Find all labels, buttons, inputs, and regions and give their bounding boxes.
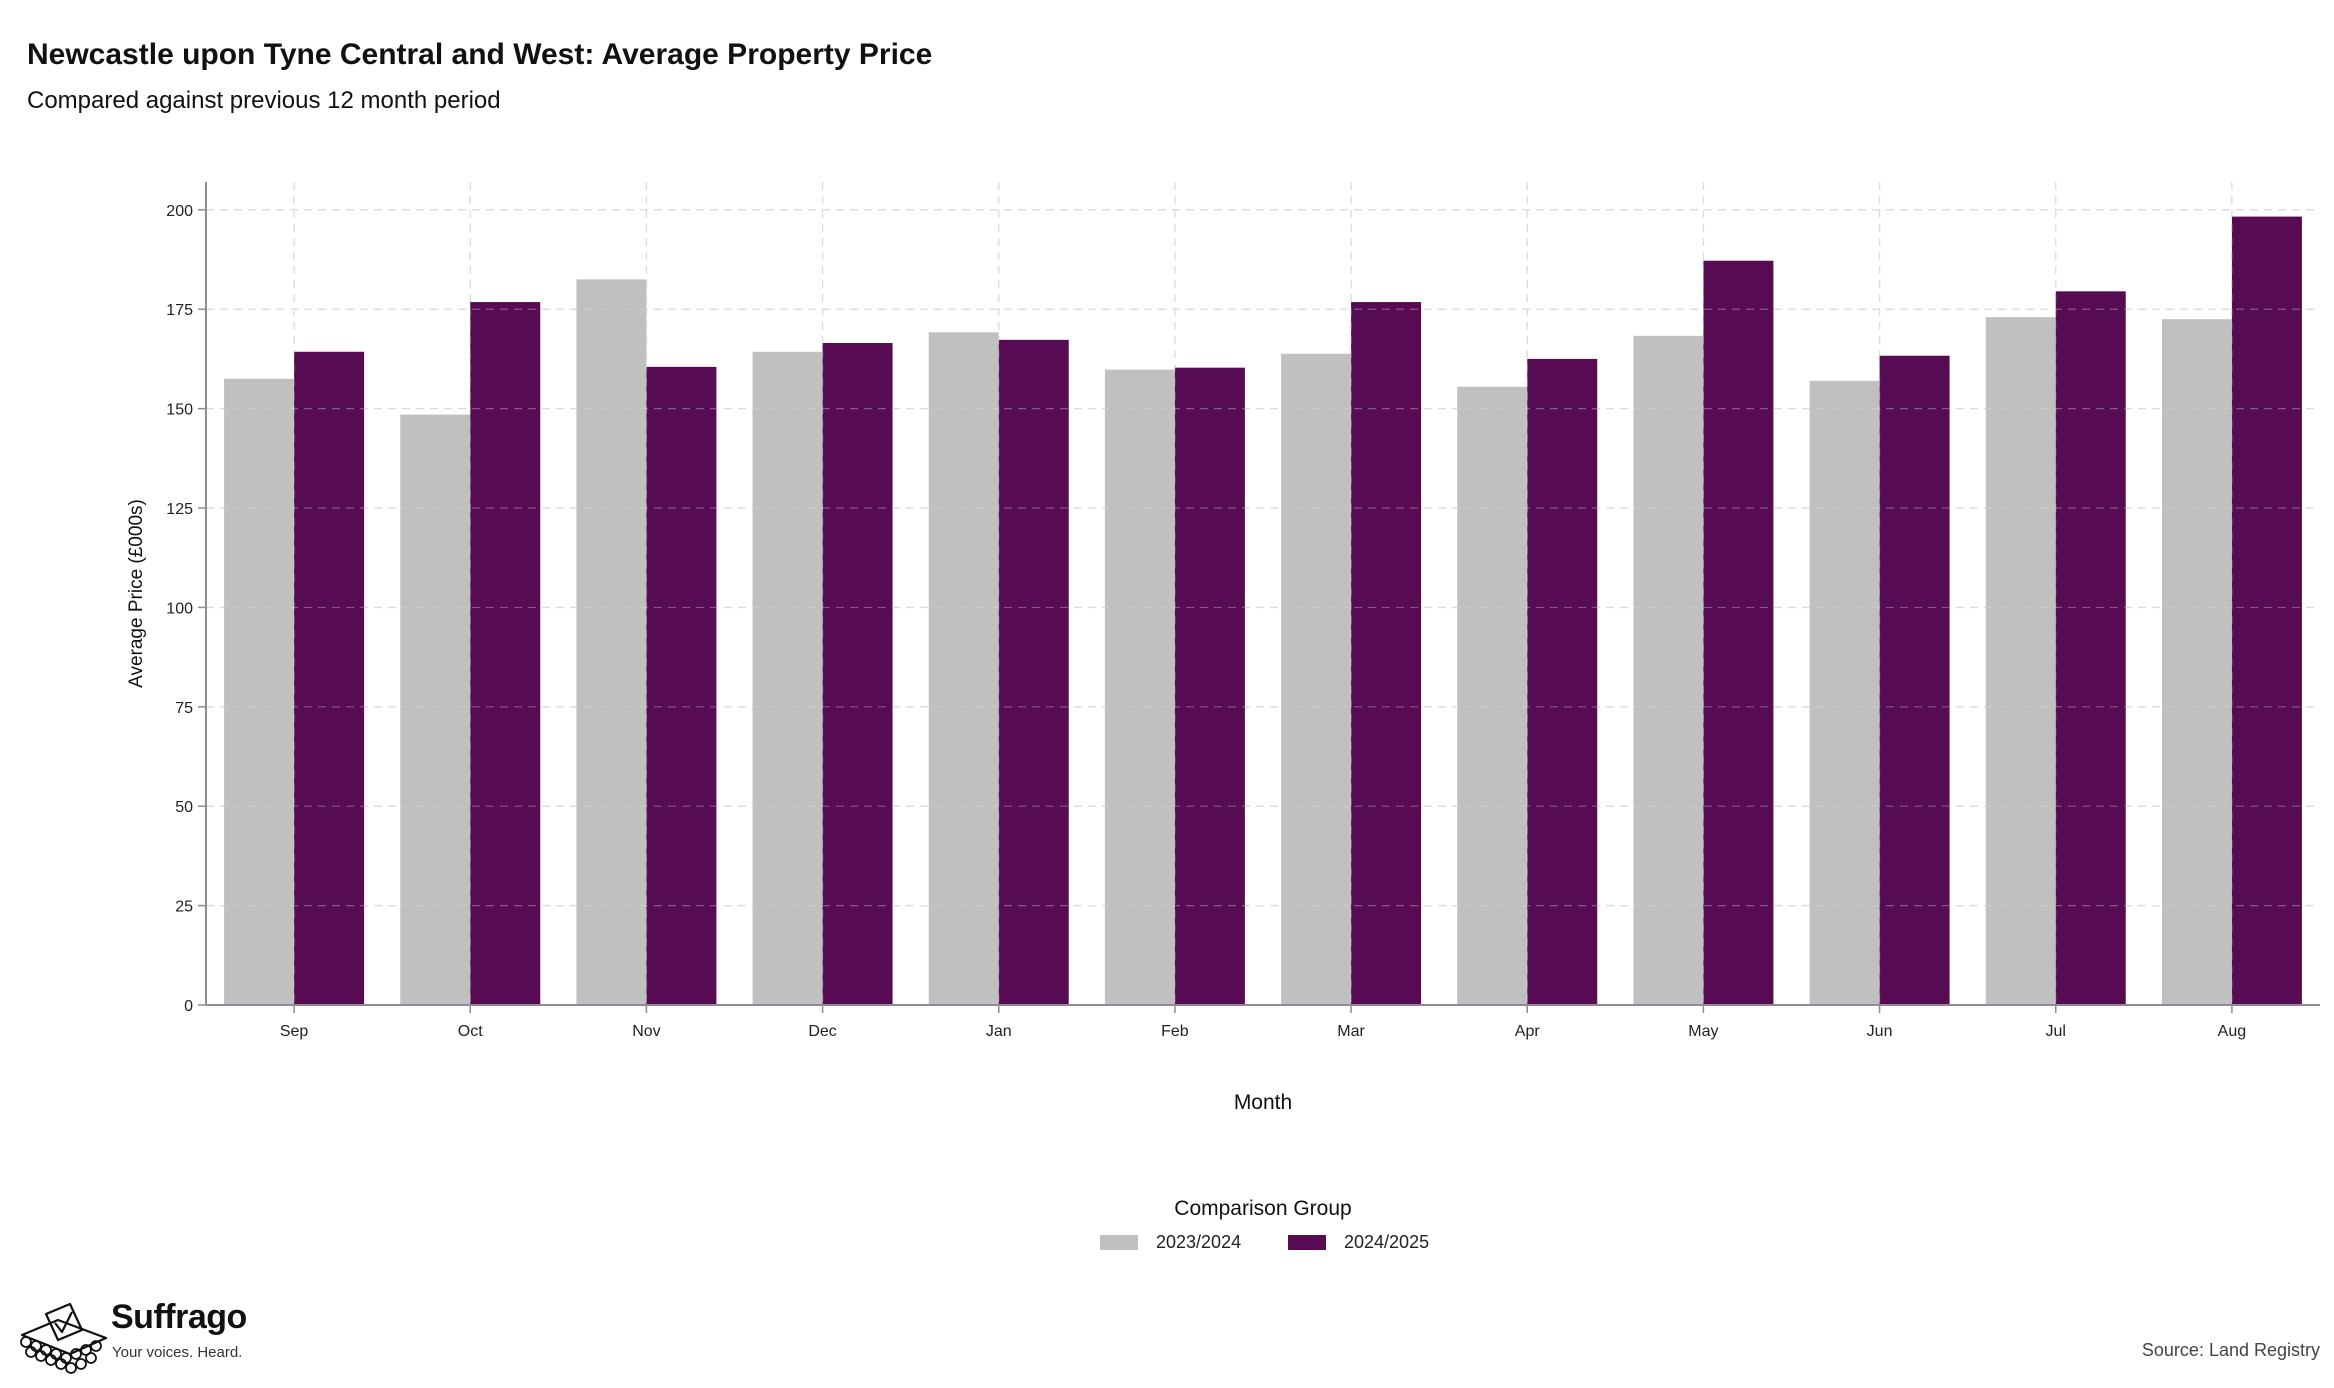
bar bbox=[1985, 317, 2056, 1006]
y-tick-label: 150 bbox=[166, 402, 193, 419]
legend-label-2023-2024: 2023/2024 bbox=[1156, 1231, 1242, 1252]
bar bbox=[1809, 380, 1880, 1006]
bar bbox=[1351, 302, 1422, 1005]
bar bbox=[928, 332, 999, 1005]
bar bbox=[822, 343, 893, 1005]
bar bbox=[1527, 358, 1598, 1005]
x-tick-label: Apr bbox=[1515, 1023, 1541, 1040]
bar bbox=[1633, 335, 1704, 1005]
legend-item-2024-2025: 2024/2025 bbox=[1288, 1230, 1429, 1254]
bar bbox=[1879, 355, 1950, 1005]
bar bbox=[1457, 386, 1528, 1005]
y-tick-label: 175 bbox=[166, 302, 193, 319]
x-tick-label: Jul bbox=[2046, 1023, 2066, 1040]
bar bbox=[2231, 216, 2302, 1006]
y-tick-label: 50 bbox=[175, 799, 193, 816]
x-tick-label: Sep bbox=[280, 1023, 309, 1040]
y-tick-label: 0 bbox=[184, 998, 193, 1015]
ballot-box-logo-icon bbox=[20, 1302, 108, 1374]
bar bbox=[998, 339, 1069, 1005]
bar bbox=[1104, 369, 1175, 1005]
y-tick-label: 125 bbox=[166, 501, 193, 518]
chart-title: Newcastle upon Tyne Central and West: Av… bbox=[27, 38, 933, 71]
x-tick-label: Dec bbox=[808, 1023, 836, 1040]
bar bbox=[224, 378, 295, 1006]
x-tick-label: May bbox=[1688, 1023, 1718, 1040]
y-tick-label: 100 bbox=[166, 600, 193, 617]
y-axis-title: Average Price (£000s) bbox=[126, 499, 147, 688]
legend-title: Comparison Group bbox=[1174, 1197, 1352, 1220]
chart-subtitle: Compared against previous 12 month perio… bbox=[27, 87, 501, 114]
x-tick-label: Nov bbox=[632, 1023, 660, 1040]
bar bbox=[1703, 260, 1774, 1005]
x-tick-label: Feb bbox=[1161, 1023, 1189, 1040]
x-tick-label: Jun bbox=[1867, 1023, 1893, 1040]
legend-swatch-2024-2025 bbox=[1288, 1234, 1326, 1250]
bar bbox=[294, 351, 365, 1006]
source-note: Source: Land Registry bbox=[2141, 1340, 2320, 1360]
legend-label-2024-2025: 2024/2025 bbox=[1344, 1231, 1430, 1252]
x-tick-label: Mar bbox=[1337, 1023, 1365, 1040]
x-tick-label: Jan bbox=[986, 1023, 1012, 1040]
legend-item-2023-2024: 2023/2024 bbox=[1100, 1230, 1241, 1254]
bar bbox=[1174, 367, 1245, 1005]
bar bbox=[752, 351, 823, 1006]
bar-chart: 0 25 50 75 100 125 150 175 200 Sep Oct Nov Dec Jan Feb… bbox=[126, 182, 2320, 1114]
y-tick-label: 200 bbox=[166, 203, 193, 220]
chart-legend: Comparison Group 2023/2024 2024/2025 bbox=[0, 1197, 2334, 1267]
bar bbox=[2161, 319, 2232, 1006]
bar bbox=[400, 414, 471, 1006]
x-tick-label: Oct bbox=[458, 1023, 483, 1040]
legend-swatch-2023-2024 bbox=[1100, 1234, 1138, 1250]
x-axis-title: Month bbox=[1234, 1091, 1292, 1114]
x-tick-label: Aug bbox=[2218, 1023, 2246, 1040]
bar bbox=[1281, 353, 1352, 1005]
brand-name: Suffrago bbox=[111, 1298, 247, 1336]
y-tick-label: 75 bbox=[175, 700, 193, 717]
bar bbox=[2055, 291, 2126, 1005]
brand-tagline: Your voices. Heard. bbox=[112, 1344, 243, 1361]
bar bbox=[470, 302, 541, 1005]
bar bbox=[576, 279, 647, 1005]
y-tick-label: 25 bbox=[175, 899, 193, 916]
bar bbox=[646, 366, 717, 1005]
